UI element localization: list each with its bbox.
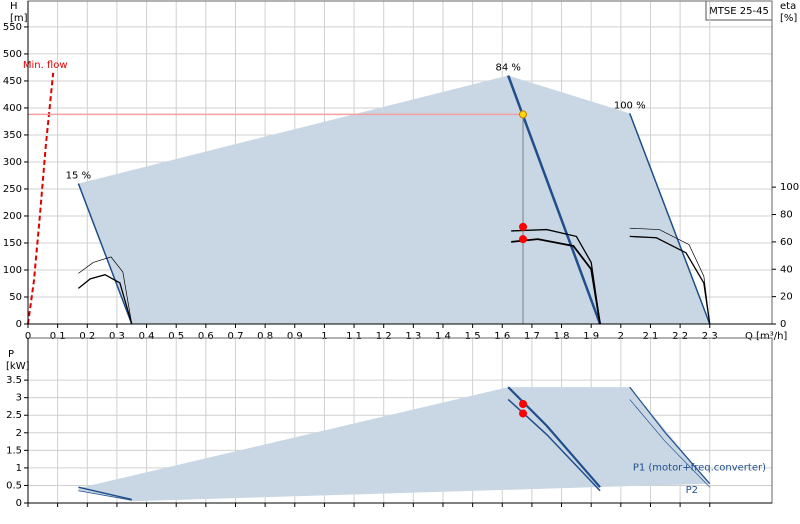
x-tick-label: 2.1 bbox=[643, 331, 659, 342]
chart-title: MTSE 25-45 bbox=[709, 6, 769, 17]
curve bbox=[507, 386, 601, 488]
y-tick-label: 2 bbox=[16, 428, 22, 439]
x-tick-label: 1.1 bbox=[346, 331, 362, 342]
x-tick-label: 1.9 bbox=[583, 331, 599, 342]
x-tick-label: 1.8 bbox=[554, 331, 570, 342]
x-tick-label: 0.5 bbox=[168, 331, 184, 342]
x-tick-label: 1 bbox=[321, 331, 327, 342]
x-tick-label: 0.4 bbox=[139, 331, 155, 342]
y-tick-label: 1.5 bbox=[6, 445, 22, 456]
curve bbox=[629, 227, 711, 325]
x-tick-label: 0.1 bbox=[50, 331, 66, 342]
curve bbox=[629, 386, 711, 485]
y-tick-label: 400 bbox=[3, 103, 22, 114]
y-tick-label: 200 bbox=[3, 211, 22, 222]
duty-point bbox=[519, 222, 528, 231]
curve bbox=[27, 72, 55, 325]
y-tick-label: 0 bbox=[16, 319, 22, 330]
duty-point bbox=[519, 409, 528, 418]
x-tick-label: 1.7 bbox=[524, 331, 540, 342]
curve bbox=[77, 274, 133, 325]
x-tick-label: 2 bbox=[618, 331, 624, 342]
y-tick-label: 0.5 bbox=[6, 480, 22, 491]
y-label: H bbox=[10, 1, 18, 12]
curve bbox=[78, 256, 133, 325]
x-tick-label: 0.2 bbox=[79, 331, 95, 342]
x-tick-label: 0.3 bbox=[109, 331, 125, 342]
operating-area bbox=[78, 75, 710, 325]
y-unit: [m] bbox=[10, 13, 28, 24]
y-tick-label: 500 bbox=[3, 49, 22, 60]
curve-label: 100 % bbox=[614, 100, 646, 111]
y-tick-label: 300 bbox=[3, 157, 22, 168]
duty-point bbox=[519, 235, 528, 244]
x-tick-label: 1.6 bbox=[494, 331, 510, 342]
y2-tick-label: 100 bbox=[780, 182, 799, 193]
x-tick-label: 0.8 bbox=[257, 331, 273, 342]
curve bbox=[78, 486, 132, 501]
y-tick-label: 50 bbox=[9, 292, 22, 303]
x-tick-label: 1.5 bbox=[465, 331, 481, 342]
y2-tick-label: 80 bbox=[780, 210, 793, 221]
y-tick-label: 450 bbox=[3, 76, 22, 87]
y-tick-label: 0 bbox=[16, 498, 22, 509]
x-tick-label: 0.7 bbox=[228, 331, 244, 342]
curve-label: Min. flow bbox=[23, 60, 68, 71]
curve bbox=[629, 113, 711, 325]
x-tick-label: 0.9 bbox=[287, 331, 303, 342]
x-tick-label: 1.2 bbox=[376, 331, 392, 342]
y-tick-label: 100 bbox=[3, 265, 22, 276]
curve bbox=[78, 490, 132, 501]
curve bbox=[629, 235, 711, 325]
curve-label: 15 % bbox=[66, 171, 91, 182]
y2-tick-label: 0 bbox=[780, 319, 786, 330]
y-tick-label: 3 bbox=[16, 393, 22, 404]
curve bbox=[511, 238, 601, 325]
y-tick-label: 350 bbox=[3, 130, 22, 141]
x-tick-label: 2.2 bbox=[672, 331, 688, 342]
x-tick-label: 1.3 bbox=[405, 331, 421, 342]
y2-tick-label: 20 bbox=[780, 292, 793, 303]
curve bbox=[629, 399, 711, 488]
y2-tick-label: 60 bbox=[780, 237, 793, 248]
curve-label: P2 bbox=[686, 485, 698, 496]
x-tick-label: 0.6 bbox=[198, 331, 214, 342]
curve bbox=[77, 183, 133, 325]
duty-point bbox=[519, 110, 528, 119]
curve-label: 84 % bbox=[495, 63, 520, 74]
y-unit: [kW] bbox=[6, 361, 30, 372]
operating-area bbox=[78, 387, 710, 502]
x-label: Q [m³/h] bbox=[745, 331, 787, 342]
y-tick-label: 1 bbox=[16, 463, 22, 474]
y-tick-label: 250 bbox=[3, 184, 22, 195]
x-tick-label: 1.4 bbox=[435, 331, 451, 342]
y2-label: eta bbox=[780, 1, 796, 12]
duty-point bbox=[519, 400, 528, 408]
y-tick-label: 550 bbox=[3, 22, 22, 33]
x-tick-label: 0 bbox=[25, 331, 31, 342]
y2-tick-label: 40 bbox=[780, 264, 793, 275]
x-tick-label: 2.3 bbox=[702, 331, 718, 342]
y-label: P bbox=[8, 349, 14, 360]
curve-label: P1 (motor+freq.converter) bbox=[633, 463, 766, 474]
y-tick-label: 2.5 bbox=[6, 410, 22, 421]
y2-unit: [%] bbox=[780, 13, 797, 24]
y-tick-label: 3.5 bbox=[6, 375, 22, 386]
y-tick-label: 150 bbox=[3, 238, 22, 249]
